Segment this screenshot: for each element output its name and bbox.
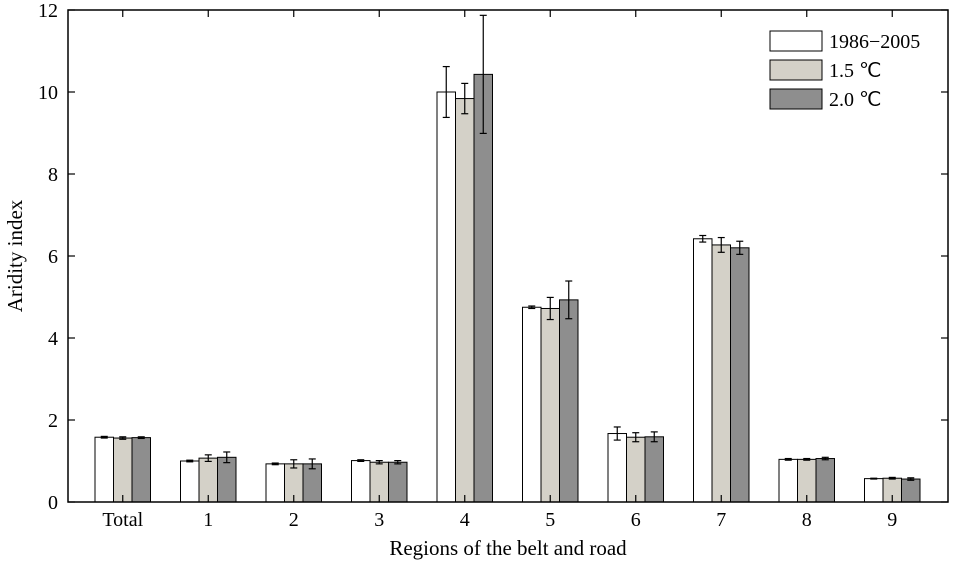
bar-4-series-1 <box>436 91 456 503</box>
error-bar-5-series-1 <box>528 305 536 310</box>
x-tick-label: 8 <box>802 509 812 531</box>
x-axis-title: Regions of the belt and road <box>389 536 627 560</box>
error-bar-3-series-2 <box>375 459 383 465</box>
error-bar-9-series-3 <box>907 477 915 481</box>
error-bar-2-series-1 <box>271 462 279 466</box>
x-tick-label: 5 <box>545 509 555 531</box>
bar-5-series-2 <box>540 307 560 503</box>
error-bar-Total-series-3 <box>137 436 145 440</box>
error-bar-7-series-3 <box>736 240 744 255</box>
error-bar-5-series-2 <box>546 296 554 321</box>
error-bar-1-series-3 <box>223 451 231 464</box>
bar-5-series-3 <box>559 299 579 503</box>
bar-1-series-1 <box>180 460 200 503</box>
legend-label: 2.0 ℃ <box>829 89 881 111</box>
x-tick-label: 7 <box>716 509 726 531</box>
legend-label: 1.5 ℃ <box>829 60 881 82</box>
x-tick-label: 4 <box>460 509 470 531</box>
error-bar-3-series-1 <box>357 459 365 463</box>
legend-swatch <box>769 59 823 81</box>
legend-item-2: 1.5 ℃ <box>769 59 881 82</box>
legend: 1986−2005 1.5 ℃ 2.0 ℃ <box>769 30 920 111</box>
bar-Total-series-1 <box>94 436 114 503</box>
error-bar-3-series-3 <box>394 459 402 465</box>
bar-9-series-1 <box>864 478 884 503</box>
x-tick-label: 3 <box>374 509 384 531</box>
legend-item-3: 2.0 ℃ <box>769 88 881 111</box>
bar-8-series-1 <box>778 458 798 503</box>
bar-2-series-1 <box>265 463 285 503</box>
error-bar-1-series-2 <box>204 454 212 463</box>
plot-frame <box>67 9 949 503</box>
legend-swatch <box>769 30 823 52</box>
x-tick-label: 9 <box>887 509 897 531</box>
error-bar-Total-series-2 <box>119 436 127 440</box>
x-tick-label: 1 <box>203 509 213 531</box>
y-tick-label: 10 <box>38 82 58 104</box>
error-bar-7-series-1 <box>699 234 707 243</box>
error-bar-4-series-3 <box>479 14 487 135</box>
y-tick-label: 8 <box>48 164 58 186</box>
y-tick-label: 12 <box>38 0 58 22</box>
x-tick-label: 2 <box>289 509 299 531</box>
bar-6-series-1 <box>607 433 627 503</box>
bar-9-series-3 <box>901 478 921 503</box>
error-bar-Total-series-1 <box>100 435 108 439</box>
bar-3-series-3 <box>388 461 408 503</box>
bar-6-series-2 <box>626 436 646 503</box>
error-bar-2-series-2 <box>290 459 298 469</box>
error-bar-9-series-2 <box>888 476 896 480</box>
error-bar-1-series-1 <box>186 459 194 463</box>
error-bars-layer <box>100 14 915 481</box>
legend-swatch <box>769 88 823 110</box>
x-tick-label: Total <box>102 509 143 531</box>
y-tick-label: 6 <box>48 246 58 268</box>
y-tick-label: 0 <box>48 492 58 514</box>
x-tick-label: 6 <box>631 509 641 531</box>
error-bar-2-series-3 <box>308 458 316 470</box>
bar-1-series-3 <box>217 456 237 503</box>
bar-7-series-1 <box>693 238 713 503</box>
bar-2-series-3 <box>302 463 322 503</box>
error-bar-4-series-2 <box>461 82 469 115</box>
y-axis-title: Aridity index <box>3 199 27 312</box>
bar-4-series-2 <box>455 98 475 503</box>
bar-8-series-3 <box>815 458 835 503</box>
bar-3-series-1 <box>351 460 371 503</box>
error-bar-8-series-3 <box>821 456 829 461</box>
error-bar-6-series-3 <box>650 431 658 443</box>
bar-6-series-3 <box>644 436 664 503</box>
error-bar-6-series-1 <box>613 426 621 441</box>
error-bar-8-series-2 <box>803 457 811 461</box>
bar-7-series-2 <box>711 244 731 503</box>
bar-Total-series-3 <box>131 437 151 503</box>
y-tick-label: 2 <box>48 410 58 432</box>
error-bar-5-series-3 <box>565 280 573 320</box>
error-bar-8-series-1 <box>784 457 792 461</box>
error-bar-6-series-2 <box>632 432 640 443</box>
bar-5-series-1 <box>522 306 542 503</box>
error-bar-9-series-1 <box>870 477 878 480</box>
bar-7-series-3 <box>730 247 750 503</box>
legend-label: 1986−2005 <box>829 31 920 53</box>
error-bar-7-series-2 <box>717 236 725 253</box>
bar-4-series-3 <box>473 73 493 503</box>
bar-Total-series-2 <box>113 437 133 503</box>
legend-item-1: 1986−2005 <box>769 30 920 53</box>
bars-layer <box>94 73 921 503</box>
y-tick-label: 4 <box>48 328 58 350</box>
error-bar-4-series-1 <box>442 65 450 119</box>
